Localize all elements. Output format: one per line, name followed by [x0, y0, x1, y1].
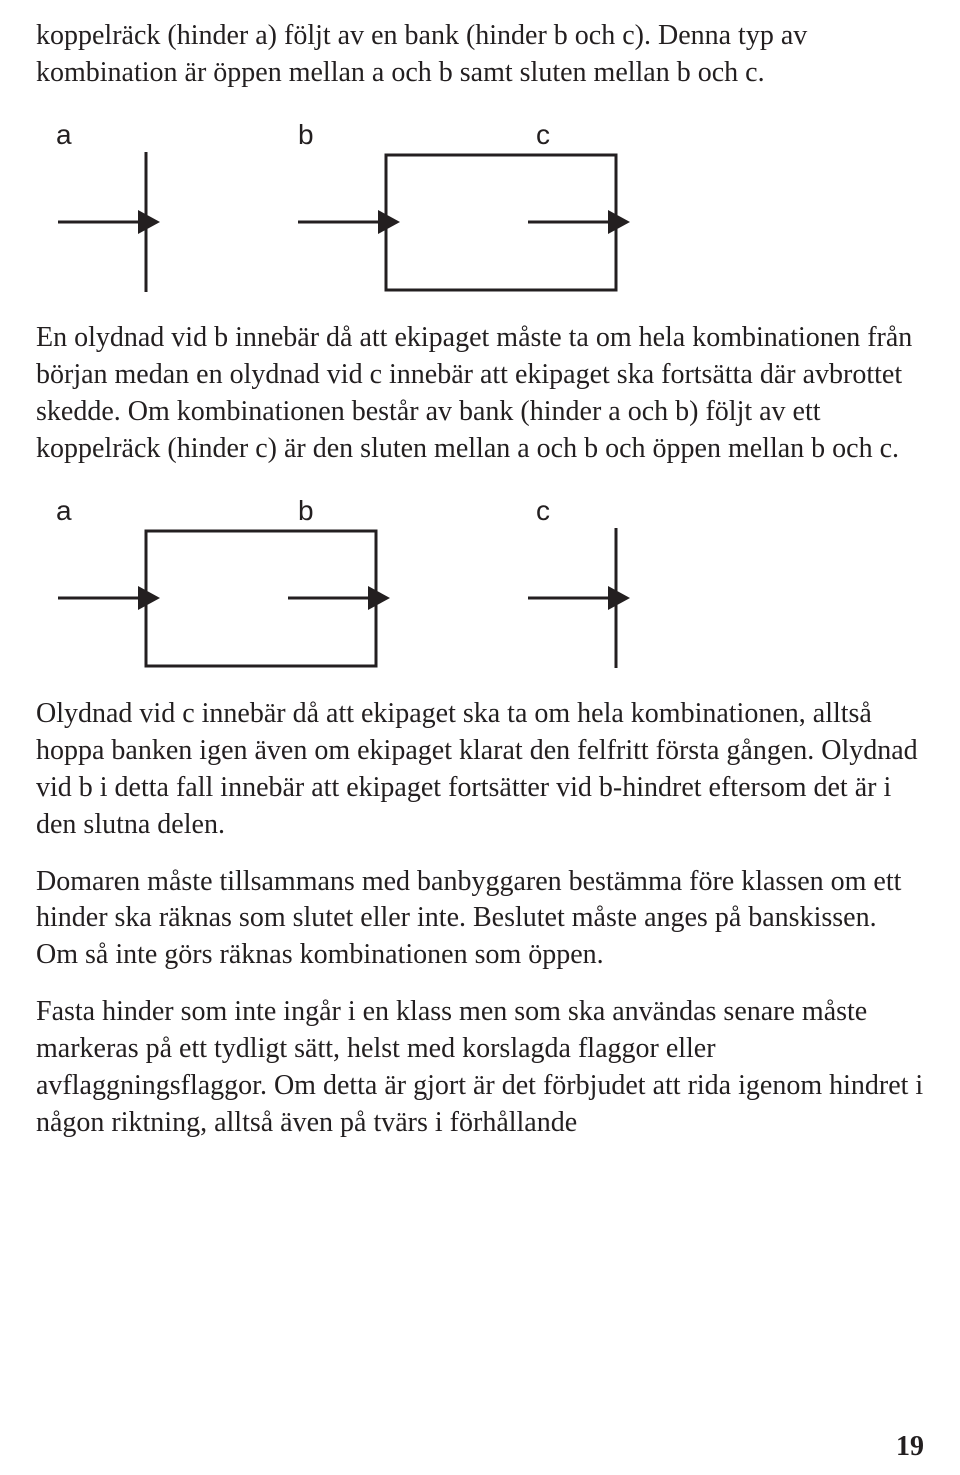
diagram2-label-b: b — [298, 495, 314, 526]
document-page: koppelräck (hinder a) följt av en bank (… — [0, 0, 960, 1475]
diagram1-arrow-b-head — [378, 210, 400, 234]
paragraph-4: Domaren måste tillsammans med banbyggare… — [36, 864, 924, 975]
diagram2-arrow-b-head — [368, 586, 390, 610]
diagram2-arrow-a-head — [138, 586, 160, 610]
paragraph-3: Olydnad vid c innebär då att ekipaget sk… — [36, 696, 924, 844]
diagram-2: a b c — [36, 488, 924, 668]
paragraph-1: koppelräck (hinder a) följt av en bank (… — [36, 18, 924, 92]
diagram1-label-b: b — [298, 119, 314, 150]
paragraph-2: En olydnad vid b innebär då att ekipaget… — [36, 320, 924, 468]
diagram1-label-a: a — [56, 119, 72, 150]
page-number: 19 — [896, 1431, 924, 1463]
diagram-1: a b c — [36, 112, 924, 292]
diagram2-label-c: c — [536, 495, 550, 526]
diagram1-arrow-a-head — [138, 210, 160, 234]
diagram1-arrow-c-head — [608, 210, 630, 234]
diagram1-label-c: c — [536, 119, 550, 150]
paragraph-5: Fasta hinder som inte ingår i en klass m… — [36, 994, 924, 1142]
diagram2-label-a: a — [56, 495, 72, 526]
diagram2-arrow-c-head — [608, 586, 630, 610]
